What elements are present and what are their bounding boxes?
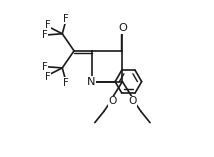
Text: F: F: [42, 30, 48, 40]
Text: F: F: [63, 14, 68, 24]
Text: O: O: [118, 23, 127, 33]
Text: O: O: [128, 96, 137, 106]
Text: F: F: [45, 72, 51, 82]
Text: O: O: [108, 96, 117, 106]
Text: N: N: [87, 77, 96, 87]
Text: F: F: [63, 78, 68, 88]
Text: F: F: [45, 20, 51, 30]
Text: F: F: [42, 62, 48, 72]
